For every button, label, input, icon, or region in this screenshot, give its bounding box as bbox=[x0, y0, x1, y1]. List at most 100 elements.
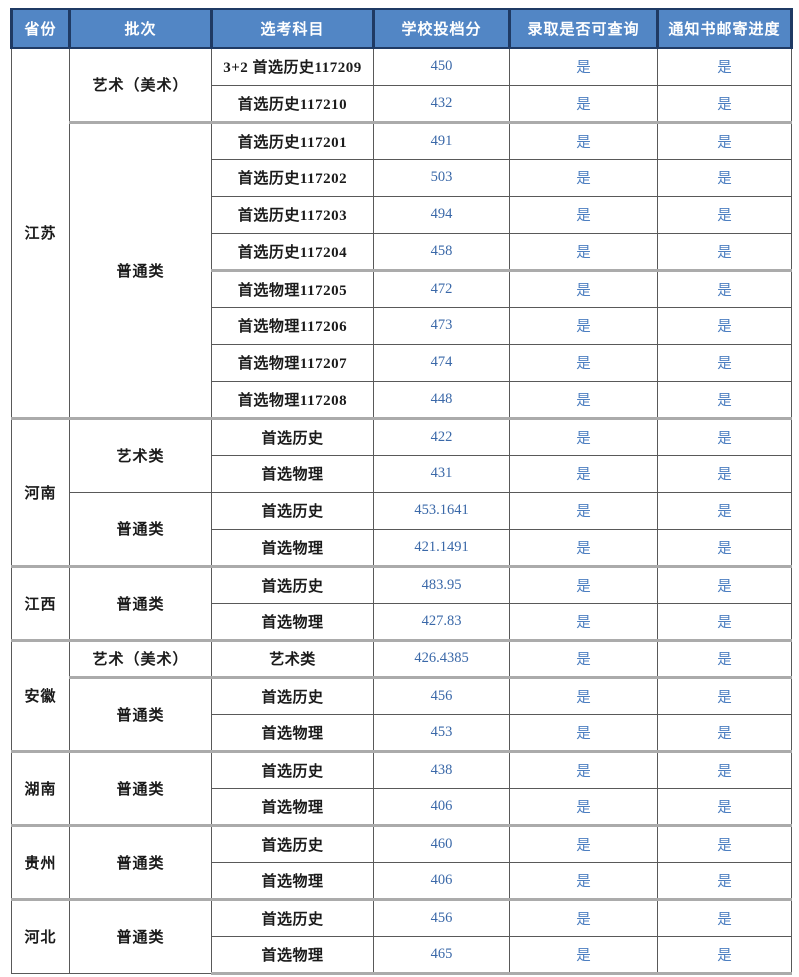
query-status-cell: 是 bbox=[509, 416, 658, 456]
score-cell: 491 bbox=[373, 120, 510, 160]
table-row: 首选物理 453 是 是 bbox=[12, 713, 792, 752]
query-status-cell: 是 bbox=[509, 306, 658, 345]
subject-cell: 首选历史 bbox=[211, 749, 374, 789]
province-cell: 河南 bbox=[11, 416, 70, 567]
subject-cell: 首选物理 bbox=[211, 935, 374, 975]
admission-score-table: 省份 批次 选考科目 学校投档分 录取是否可查询 通知书邮寄进度 江苏 艺术（美… bbox=[10, 8, 793, 975]
query-status-cell: 是 bbox=[509, 564, 658, 604]
query-status-cell: 是 bbox=[509, 823, 658, 863]
batch-cell: 普通类 bbox=[69, 749, 212, 826]
score-cell: 465 bbox=[373, 935, 510, 975]
subject-cell: 首选历史 bbox=[211, 675, 374, 715]
table-row: 普通类 首选历史 453.1641 是 是 bbox=[12, 491, 792, 567]
query-status-cell: 是 bbox=[509, 861, 658, 900]
score-cell: 448 bbox=[373, 380, 510, 419]
score-cell: 494 bbox=[373, 195, 510, 234]
query-status-cell: 是 bbox=[509, 158, 658, 197]
query-status-cell: 是 bbox=[509, 120, 658, 160]
mail-status-cell: 是 bbox=[657, 84, 792, 123]
query-status-cell: 是 bbox=[509, 675, 658, 715]
mail-status-cell: 是 bbox=[657, 935, 792, 975]
mail-status-cell: 是 bbox=[657, 897, 792, 937]
table-row: 首选历史117203 494 是 是 bbox=[12, 195, 792, 234]
table-row: 首选历史117202 503 是 是 bbox=[12, 158, 792, 197]
province-cell: 江苏 bbox=[11, 47, 70, 419]
mail-status-cell: 是 bbox=[657, 268, 792, 308]
province-cell: 江西 bbox=[11, 564, 70, 641]
subject-cell: 首选历史 bbox=[211, 416, 374, 456]
batch-cell: 普通类 bbox=[69, 564, 212, 641]
mail-status-cell: 是 bbox=[657, 528, 792, 567]
score-cell: 483.95 bbox=[373, 564, 510, 604]
province-cell: 河北 bbox=[11, 897, 70, 974]
score-cell: 427.83 bbox=[373, 602, 510, 641]
mail-status-cell: 是 bbox=[657, 638, 792, 678]
score-cell: 458 bbox=[373, 232, 510, 271]
table-row: 普通类 首选历史 456 是 是 bbox=[12, 675, 792, 752]
batch-cell: 艺术（美术） bbox=[69, 47, 212, 123]
query-status-cell: 是 bbox=[509, 47, 658, 86]
column-header-province: 省份 bbox=[10, 8, 71, 49]
subject-cell: 首选历史117202 bbox=[211, 158, 374, 197]
subject-cell: 首选历史117203 bbox=[211, 195, 374, 234]
mail-status-cell: 是 bbox=[657, 306, 792, 345]
mail-status-cell: 是 bbox=[657, 861, 792, 900]
mail-status-cell: 是 bbox=[657, 713, 792, 752]
column-header-query-status: 录取是否可查询 bbox=[508, 8, 659, 49]
score-cell: 456 bbox=[373, 897, 510, 937]
score-cell: 406 bbox=[373, 787, 510, 826]
batch-cell: 普通类 bbox=[69, 491, 212, 567]
table-row: 江苏 艺术（美术） 3+2 首选历史117209 450 是 是 bbox=[11, 47, 792, 419]
table-row: 江西 普通类 首选历史 483.95 是 是 bbox=[11, 564, 792, 641]
batch-cell: 普通类 bbox=[69, 120, 212, 419]
subject-cell: 首选物理 bbox=[211, 787, 374, 826]
batch-cell: 艺术类 bbox=[69, 416, 212, 493]
subject-cell: 首选历史 bbox=[211, 564, 374, 604]
query-status-cell: 是 bbox=[509, 638, 658, 678]
mail-status-cell: 是 bbox=[657, 416, 792, 456]
query-status-cell: 是 bbox=[509, 897, 658, 937]
table-row: 首选物理 406 是 是 bbox=[12, 787, 792, 826]
score-cell: 473 bbox=[373, 306, 510, 345]
score-cell: 450 bbox=[373, 47, 510, 86]
score-cell: 460 bbox=[373, 823, 510, 863]
subject-cell: 首选物理 bbox=[211, 528, 374, 567]
mail-status-cell: 是 bbox=[657, 158, 792, 197]
mail-status-cell: 是 bbox=[657, 120, 792, 160]
score-cell: 453.1641 bbox=[373, 491, 510, 530]
query-status-cell: 是 bbox=[509, 268, 658, 308]
mail-status-cell: 是 bbox=[657, 491, 792, 530]
header-row: 省份 批次 选考科目 学校投档分 录取是否可查询 通知书邮寄进度 bbox=[10, 8, 793, 49]
column-header-batch: 批次 bbox=[68, 8, 213, 49]
mail-status-cell: 是 bbox=[657, 47, 792, 86]
score-cell: 453 bbox=[373, 713, 510, 752]
batch-cell: 普通类 bbox=[69, 897, 212, 974]
subject-cell: 首选历史 bbox=[211, 897, 374, 937]
score-cell: 474 bbox=[373, 343, 510, 382]
table-row: 河北 普通类 首选历史 456 是 是 bbox=[11, 897, 792, 974]
subject-cell: 首选物理 bbox=[211, 713, 374, 752]
table-row: 湖南 普通类 首选历史 438 是 是 bbox=[11, 749, 792, 826]
column-header-subjects: 选考科目 bbox=[210, 8, 375, 49]
subject-cell: 首选历史 bbox=[211, 823, 374, 863]
query-status-cell: 是 bbox=[509, 232, 658, 271]
query-status-cell: 是 bbox=[509, 713, 658, 752]
subject-cell: 首选物理 bbox=[211, 602, 374, 641]
score-cell: 421.1491 bbox=[373, 528, 510, 567]
table-row: 首选物理 406 是 是 bbox=[12, 861, 792, 900]
table-row: 首选物理 427.83 是 是 bbox=[12, 602, 792, 641]
table-row: 河南 艺术类 首选历史 422 是 是 bbox=[11, 416, 792, 567]
batch-cell: 普通类 bbox=[69, 823, 212, 900]
mail-status-cell: 是 bbox=[657, 675, 792, 715]
table-row: 首选物理117205 472 是 是 bbox=[12, 268, 792, 308]
table-row: 首选历史117204 458 是 是 bbox=[12, 232, 792, 271]
query-status-cell: 是 bbox=[509, 787, 658, 826]
subject-cell: 首选物理 bbox=[211, 861, 374, 900]
query-status-cell: 是 bbox=[509, 935, 658, 975]
score-cell: 456 bbox=[373, 675, 510, 715]
subject-cell: 首选历史117204 bbox=[211, 232, 374, 271]
query-status-cell: 是 bbox=[509, 528, 658, 567]
table-row: 首选物理 465 是 是 bbox=[12, 935, 792, 975]
province-cell: 湖南 bbox=[11, 749, 70, 826]
